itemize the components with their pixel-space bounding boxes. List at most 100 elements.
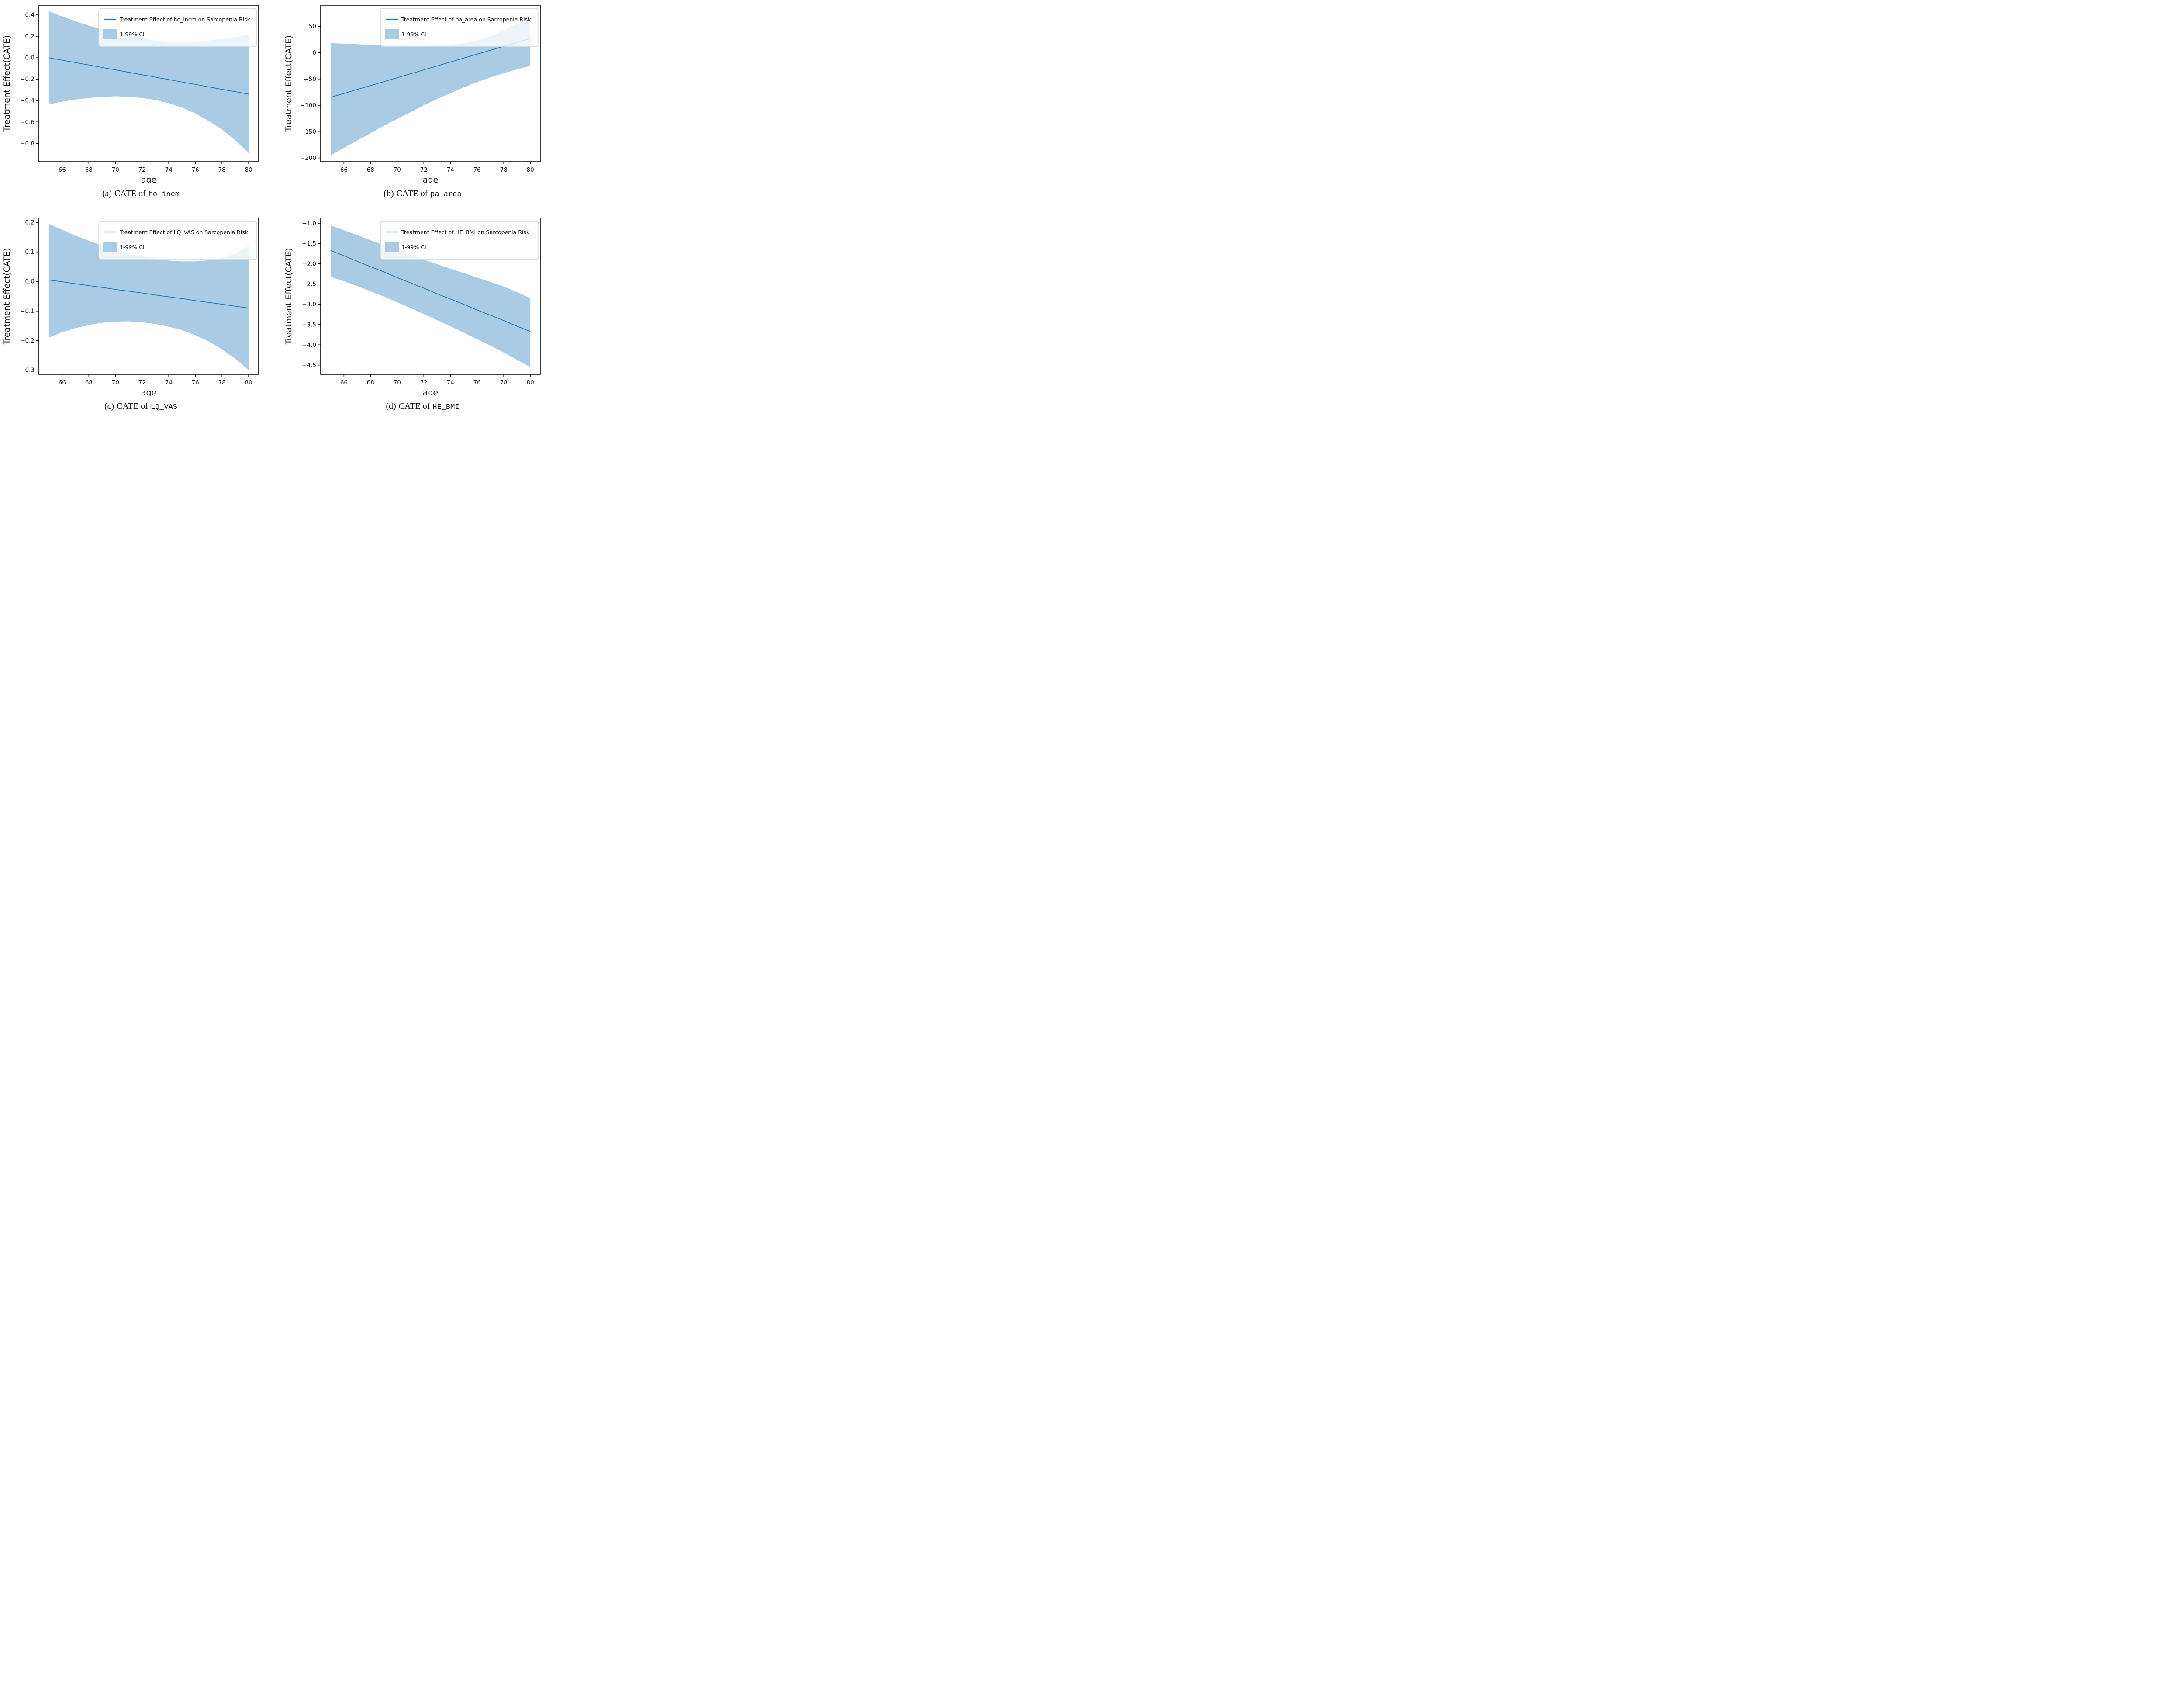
x-tick-label: 74 <box>447 379 454 386</box>
legend-box <box>98 8 257 47</box>
axes-spines <box>38 5 259 162</box>
ci-band <box>330 14 531 156</box>
x-axis-label: age <box>423 175 438 183</box>
x-tick-label: 66 <box>59 166 66 173</box>
y-tick-label: 50 <box>309 23 316 30</box>
cate-line <box>330 38 531 98</box>
y-tick-label: −0.6 <box>20 119 35 126</box>
y-tick-label: −2.0 <box>302 260 316 267</box>
cate-figure: 66 68 70 72 74 76 78 80 0.4 0.2 0.0 −0.2 −0.4 −0.6 −0.… <box>0 0 564 426</box>
panel-b: 66 68 70 72 74 76 78 80 50 0 −50 −100 −150 −200 age Tre… <box>282 0 563 213</box>
x-tick-label: 70 <box>112 166 119 173</box>
x-tick-label: 72 <box>138 379 146 386</box>
x-tick-label: 76 <box>192 379 199 386</box>
y-tick-label: −0.3 <box>20 367 35 374</box>
caption-a-code: ho_incm <box>148 190 180 199</box>
cate-line <box>330 250 531 332</box>
x-axis-label: age <box>141 388 156 396</box>
axes-spines <box>38 218 259 375</box>
y-tick-label: −3.0 <box>302 301 316 308</box>
legend-band-swatch <box>103 29 117 39</box>
x-tick-label: 70 <box>112 379 119 386</box>
legend-line-label: Treatment Effect of ho_incm on Sarcopeni… <box>119 16 251 23</box>
y-tick-label: −100 <box>300 102 316 109</box>
caption-b-text: CATE of <box>396 189 428 198</box>
plot-cate-ho-incm: 66 68 70 72 74 76 78 80 0.4 0.2 0.0 −0.2 −0.4 −0.6 −0.… <box>2 5 259 183</box>
caption-c-text: CATE of <box>117 402 148 411</box>
caption-d-code: HE_BMI <box>432 403 460 412</box>
figure-page: 66 68 70 72 74 76 78 80 0.4 0.2 0.0 −0.2 −0.4 −0.6 −0.… <box>0 0 564 426</box>
y-tick-label: −3.5 <box>302 321 316 328</box>
legend-band-swatch <box>385 29 399 39</box>
plot-cate-he-bmi: 66 68 70 72 74 76 78 80 −1.0 −1.5 −2.0 −2.5 −3.0 −3.5… <box>284 218 541 396</box>
y-tick-label: −4.5 <box>302 362 316 369</box>
x-tick-label: 70 <box>394 379 401 386</box>
x-tick-label: 70 <box>394 166 401 173</box>
x-tick-label: 66 <box>340 166 348 173</box>
y-tick-label: −50 <box>304 76 317 83</box>
caption-a: (a) CATE of ho_incm <box>101 189 181 199</box>
legend-band-label: 1-99% CI <box>401 244 426 250</box>
y-tick-label: −4.0 <box>302 342 316 349</box>
legend-line-label: Treatment Effect of pa_area on Sarcopeni… <box>401 16 531 23</box>
axes-spines <box>320 218 541 375</box>
panel-d: 66 68 70 72 74 76 78 80 −1.0 −1.5 −2.0 −2.5 −3.0 −3.5… <box>282 213 563 426</box>
ci-band <box>48 224 249 370</box>
x-tick-label: 74 <box>165 379 173 386</box>
axes-spines <box>320 5 541 162</box>
y-tick-label: 0.2 <box>25 33 35 40</box>
cate-line <box>48 57 249 95</box>
y-tick-label: 0.2 <box>25 219 35 226</box>
y-tick-label: −0.1 <box>20 308 35 315</box>
panel-c: 66 68 70 72 74 76 78 80 0.2 0.1 0.0 −0.1 −0.2 −0.3 age… <box>0 213 282 426</box>
legend-line-label: Treatment Effect of HE_BMI on Sarcopenia… <box>401 229 530 235</box>
x-tick-label: 74 <box>165 166 173 173</box>
caption-b-code: pa_area <box>430 190 462 199</box>
legend-line-label: Treatment Effect of LQ_VAS on Sarcopenia… <box>119 229 249 235</box>
caption-b-prefix: (b) <box>384 189 394 198</box>
x-tick-label: 72 <box>420 166 428 173</box>
x-tick-label: 80 <box>527 166 534 173</box>
x-tick-label: 78 <box>218 166 226 173</box>
legend-box <box>380 221 539 260</box>
x-tick-label: 78 <box>500 379 508 386</box>
caption-d: (d) CATE of HE_BMI <box>384 402 460 412</box>
x-tick-label: 72 <box>420 379 428 386</box>
y-tick-label: 0.1 <box>25 249 35 256</box>
x-tick-label: 68 <box>85 379 93 386</box>
x-tick-label: 80 <box>527 379 534 386</box>
x-tick-label: 68 <box>85 166 93 173</box>
y-tick-label: −0.4 <box>20 97 35 104</box>
cate-line <box>48 280 249 308</box>
y-tick-label: −1.0 <box>302 220 316 227</box>
x-tick-label: 80 <box>245 166 252 173</box>
x-tick-label: 78 <box>500 166 508 173</box>
x-tick-label: 72 <box>138 166 146 173</box>
y-tick-label: −1.5 <box>302 240 316 247</box>
y-tick-label: −0.2 <box>20 76 35 83</box>
caption-d-text: CATE of <box>398 402 430 411</box>
y-axis-label: Treatment Effect(CATE) <box>2 248 12 345</box>
legend-band-label: 1-99% CI <box>120 31 145 38</box>
caption-a-text: CATE of <box>114 189 146 198</box>
caption-c-code: LQ_VAS <box>150 403 178 412</box>
y-axis-label: Treatment Effect(CATE) <box>284 35 294 132</box>
panel-a: 66 68 70 72 74 76 78 80 0.4 0.2 0.0 −0.2 −0.4 −0.6 −0.… <box>0 0 282 213</box>
x-tick-label: 68 <box>367 379 374 386</box>
x-tick-label: 66 <box>59 379 66 386</box>
x-axis-label: age <box>141 175 156 183</box>
caption-a-prefix: (a) <box>102 189 112 198</box>
y-tick-label: 0.0 <box>25 55 35 62</box>
y-tick-label: 0.4 <box>25 12 35 19</box>
caption-c-prefix: (c) <box>104 402 114 411</box>
legend: Treatment Effect of ho_incm on Sarcopeni… <box>98 8 257 47</box>
y-tick-label: −0.2 <box>20 337 35 344</box>
y-tick-label: −2.5 <box>302 281 316 288</box>
y-tick-label: 0.0 <box>25 278 35 285</box>
legend-band-label: 1-99% CI <box>401 31 426 38</box>
legend: Treatment Effect of LQ_VAS on Sarcopenia… <box>98 221 257 260</box>
y-tick-label: −150 <box>300 128 316 135</box>
y-axis-label: Treatment Effect(CATE) <box>2 35 12 132</box>
x-tick-label: 66 <box>340 379 348 386</box>
legend-band-label: 1-99% CI <box>120 244 145 250</box>
